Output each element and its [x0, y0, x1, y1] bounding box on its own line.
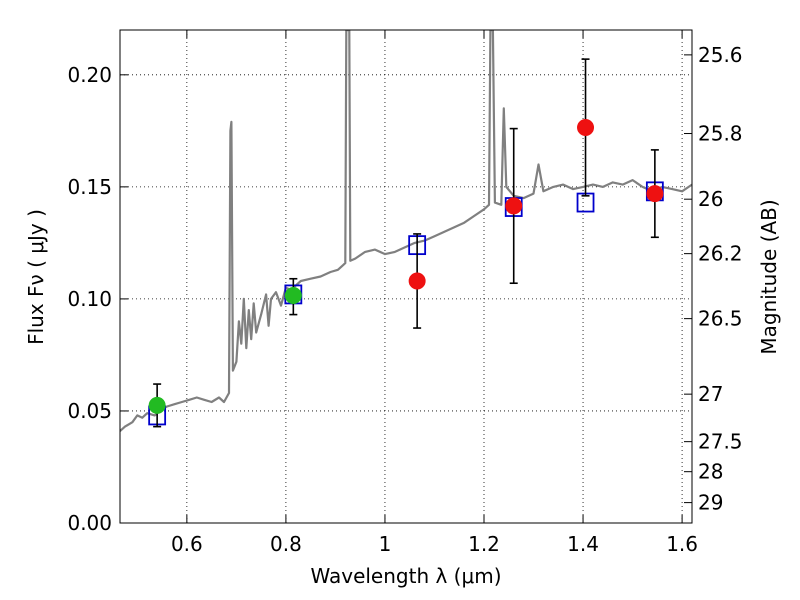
y-axis-label: Flux Fν ( μJy ) [24, 209, 48, 345]
y2-axis-label: Magnitude (AB) [757, 199, 781, 354]
red-data-point [577, 118, 595, 136]
mag-tick-label: 25.6 [698, 43, 743, 67]
green-data-point [148, 396, 166, 414]
plot-frame [119, 29, 693, 524]
mag-tick-label: 26.5 [698, 307, 743, 331]
x-tick-label: 0.6 [171, 532, 203, 556]
mag-tick-label: 26 [698, 187, 723, 211]
red-data-point [505, 197, 523, 215]
y-tick-label: 0.10 [67, 287, 112, 311]
x-axis-label: Wavelength λ (μm) [310, 564, 501, 588]
mag-tick-label: 27 [698, 382, 723, 406]
y-tick-label: 0.00 [67, 511, 112, 535]
x-tick-label: 1.4 [567, 532, 599, 556]
green-data-point [284, 287, 302, 305]
mag-tick-label: 26.2 [698, 242, 743, 266]
model-spectrum-line [120, 30, 692, 432]
x-tick-label: 0.8 [270, 532, 302, 556]
red-data-point [646, 185, 664, 203]
model-spectrum-layer [120, 30, 692, 432]
marker-layer [148, 58, 664, 428]
y-tick-label: 0.05 [67, 399, 112, 423]
y-tick-label: 0.15 [67, 175, 112, 199]
mag-tick-label: 25.8 [698, 122, 743, 146]
axes: 0.6 0.8 1 1.2 1.4 1.6 0.00 0.05 0.10 0.15 0.20 25.6… [67, 30, 743, 556]
mag-tick-label: 29 [698, 491, 723, 515]
red-data-point [408, 272, 426, 290]
mag-tick-label: 28 [698, 460, 723, 484]
x-tick-label: 1.6 [666, 532, 698, 556]
mag-tick-label: 27.5 [698, 430, 743, 454]
grid [120, 30, 692, 523]
x-tick-label: 1.2 [468, 532, 500, 556]
x-tick-label: 1 [379, 532, 392, 556]
y-tick-label: 0.20 [67, 63, 112, 87]
